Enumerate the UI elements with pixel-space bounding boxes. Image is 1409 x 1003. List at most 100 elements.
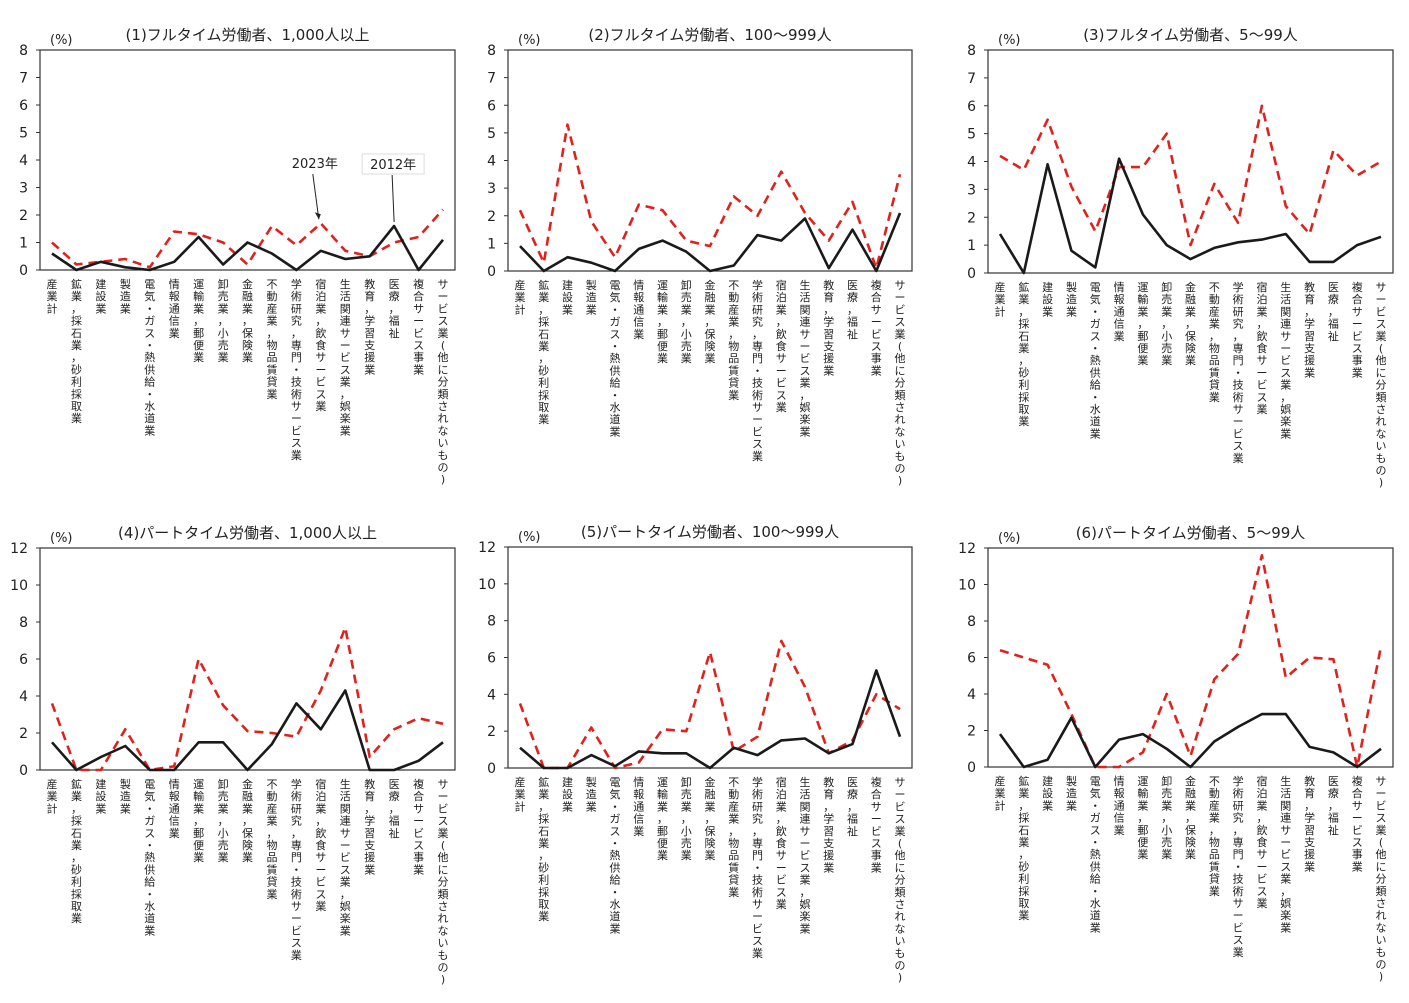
x-category-label: サービス業(他に分類されないもの)	[895, 776, 906, 984]
x-category-label: 不動産業，物品賃貸業	[1209, 775, 1220, 898]
x-category-label: 情報通信業	[633, 279, 644, 341]
x-category-label: 運輸業，郵便業	[193, 778, 204, 864]
x-category-label: 金融業，保険業	[705, 278, 716, 365]
x-category-label: 鉱業，採石業，砂利採取業	[71, 777, 82, 925]
x-category-label: 生活関連サービス業，娯楽業	[340, 777, 351, 937]
x-category-label: サービス業(他に分類されないもの)	[895, 279, 906, 487]
annotation-2012: 2012年	[370, 158, 416, 173]
x-category-label: 卸売業，小売業	[1161, 280, 1172, 367]
x-category-label: 電気・ガス・熱供給・水道業	[610, 279, 621, 438]
panel-6: (6)パートタイム労働者、5～99人 (%) 0 2 4 6 8 10 12 産業計 鉱業，採石業，…	[958, 524, 1394, 983]
y-tick-label: 4	[487, 154, 496, 170]
x-category-label: 教育，学習支援業	[364, 278, 375, 376]
x-category-label: 電気・ガス・熱供給・水道業	[610, 776, 621, 935]
x-category-label: 産業計	[47, 778, 58, 815]
x-category-label: サービス業(他に分類されないもの)	[1376, 281, 1387, 489]
x-category-label: 学術研究，専門・技術サービス業	[1233, 774, 1244, 959]
y-tick-label: 8	[487, 43, 496, 59]
x-category-label: 情報通信業	[169, 278, 180, 340]
y-tick-label: 12	[958, 541, 976, 557]
series-line-2012	[51, 689, 444, 772]
y-tick-label: 6	[19, 98, 28, 114]
x-category-label: 医療，福祉	[847, 279, 858, 341]
y-tick-label: 12	[478, 540, 496, 556]
x-category-label: 金融業，保険業	[242, 777, 253, 864]
x-category-label: 学術研究，専門・技術サービス業	[752, 775, 763, 960]
plot-frame	[507, 49, 913, 272]
y-tick-label: 4	[967, 687, 976, 703]
x-category-label: 医療，福祉	[1328, 281, 1339, 343]
x-category-label: 教育，学習支援業	[1304, 281, 1315, 379]
x-category-label: 生活関連サービス業，娯楽業	[340, 277, 351, 437]
x-category-label: 教育，学習支援業	[823, 776, 834, 874]
y-tick-label: 12	[10, 541, 28, 557]
chart-title: (4)パートタイム労働者、1,000人以上	[118, 524, 377, 542]
x-category-label: 卸売業，小売業	[1161, 774, 1172, 861]
x-category-label: サービス業(他に分類されないもの)	[438, 278, 449, 486]
x-category-label: 複合サービス事業	[1352, 774, 1363, 873]
x-category-label: 卸売業，小売業	[681, 278, 692, 365]
y-tick-label: 4	[19, 689, 28, 705]
x-category-label: 鉱業，採石業，砂利採取業	[71, 277, 82, 425]
series-line-2023	[518, 123, 902, 270]
series-line-2012	[998, 712, 1382, 769]
x-category-label: 生活関連サービス業，娯楽業	[800, 278, 811, 438]
x-category-label: 医療，福祉	[389, 278, 400, 340]
y-tick-label: 0	[19, 763, 28, 779]
x-category-label: サービス業(他に分類されないもの)	[1376, 775, 1387, 983]
x-category-label: 宿泊業，飲食サービス業	[776, 775, 787, 911]
x-category-label: 金融業，保険業	[1185, 280, 1196, 367]
x-category-label: 産業計	[47, 278, 58, 315]
x-category-label: 製造業	[586, 775, 597, 813]
x-category-label: 医療，福祉	[847, 776, 858, 838]
y-tick-label: 6	[487, 651, 496, 667]
y-tick-label: 2	[487, 209, 496, 225]
x-category-label: 医療，福祉	[389, 778, 400, 840]
x-category-label: 複合サービス事業	[871, 278, 882, 377]
x-category-label: 鉱業，採石業，砂利採取業	[538, 775, 549, 923]
y-axis-unit: (%)	[518, 530, 541, 545]
x-category-label: 情報通信業	[1114, 775, 1125, 837]
x-category-label: 不動産業，物品賃貸業	[728, 279, 739, 402]
y-axis-unit: (%)	[998, 33, 1021, 48]
x-category-label: 複合サービス事業	[1352, 280, 1363, 379]
y-tick-label: 7	[19, 71, 28, 87]
y-tick-label: 10	[478, 577, 496, 593]
x-category-label: 宿泊業，飲食サービス業	[1256, 280, 1267, 416]
x-category-label: 医療，福祉	[1328, 775, 1339, 837]
x-category-label: 学術研究，専門・技術サービス業	[291, 777, 302, 962]
y-tick-label: 1	[487, 236, 496, 252]
x-category-label: 教育，学習支援業	[823, 279, 834, 377]
x-category-label: 産業計	[995, 281, 1006, 318]
x-category-label: 鉱業，採石業，砂利採取業	[538, 278, 549, 426]
y-tick-label: 8	[967, 43, 976, 59]
y-axis-unit: (%)	[998, 531, 1021, 546]
y-tick-label: 4	[967, 155, 976, 171]
y-tick-label: 6	[967, 99, 976, 115]
annotation-box-2012	[361, 153, 425, 175]
x-category-label: 生活関連サービス業，娯楽業	[1280, 280, 1291, 440]
x-category-label: 金融業，保険業	[705, 775, 716, 862]
y-tick-label: 7	[487, 71, 496, 87]
x-category-label: 運輸業，郵便業	[657, 279, 668, 365]
x-category-label: 生活関連サービス業，娯楽業	[800, 775, 811, 935]
panel-1: (1)フルタイム労働者、1,000人以上 (%) 0 1 2 3 4 5 6 7 8 産業計 鉱業，採石…	[19, 26, 456, 486]
y-tick-label: 4	[487, 687, 496, 703]
x-category-label: 宿泊業，飲食サービス業	[315, 277, 326, 413]
series-line-2012	[519, 212, 902, 273]
x-category-label: 製造業	[586, 278, 597, 316]
x-category-label: 生活関連サービス業，娯楽業	[1280, 774, 1291, 934]
x-category-label: 製造業	[1066, 280, 1077, 318]
x-category-label: 学術研究，専門・技術サービス業	[291, 277, 302, 462]
chart-title: (3)フルタイム労働者、5～99人	[1083, 26, 1298, 44]
x-category-label: 産業計	[515, 279, 526, 316]
x-category-label: サービス業(他に分類されないもの)	[438, 778, 449, 986]
annotation-arrow-2012	[391, 174, 395, 223]
x-category-label: 不動産業，物品賃貸業	[266, 278, 277, 401]
x-category-label: 運輸業，郵便業	[657, 776, 668, 862]
plot-frame	[987, 49, 1394, 274]
x-category-label: 卸売業，小売業	[218, 777, 229, 864]
x-category-label: 運輸業，郵便業	[1137, 775, 1148, 861]
